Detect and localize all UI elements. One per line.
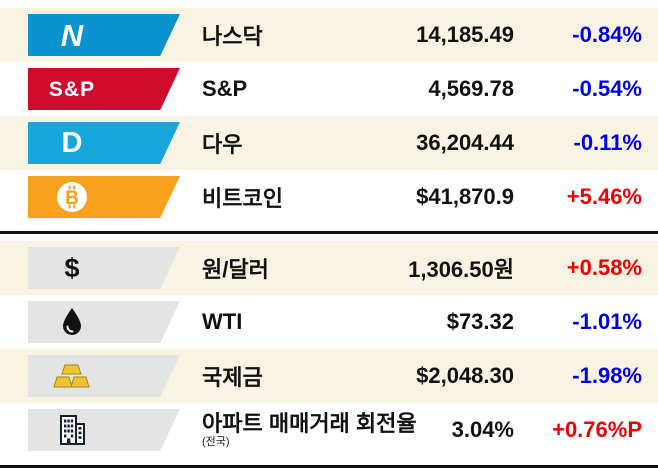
- dollar-icon: $: [64, 252, 80, 283]
- market-label: WTI: [202, 309, 243, 334]
- market-label: 원/달러: [202, 257, 269, 282]
- market-sublabel: (전국): [202, 435, 230, 448]
- usdkrw-badge: $: [28, 247, 180, 289]
- market-change: +0.76%P: [552, 417, 642, 442]
- bitcoin-badge: B: [28, 176, 180, 218]
- market-value: $2,048.30: [416, 363, 514, 388]
- market-row-bitcoin: B 비트코인 $41,870.9 +5.46%: [0, 170, 658, 224]
- nasdaq-icon: N: [60, 17, 84, 53]
- market-change: -0.11%: [573, 130, 643, 155]
- market-change: -0.54%: [572, 76, 642, 101]
- market-row-gold: 국제금 $2,048.30 -1.98%: [0, 349, 658, 403]
- market-label: 비트코인: [202, 186, 283, 211]
- gold-bars-icon: [44, 363, 100, 389]
- market-value: 1,306.50원: [408, 257, 514, 282]
- wti-badge: [28, 301, 180, 343]
- market-label: 국제금: [202, 365, 263, 390]
- market-row-sp500: S&P S&P 4,569.78 -0.54%: [0, 62, 658, 116]
- dow-badge: D: [28, 122, 180, 164]
- apartment-badge: [28, 409, 180, 451]
- bottom-border-line: [0, 465, 658, 468]
- gold-badge: [28, 355, 180, 397]
- section-divider: [0, 231, 658, 234]
- market-label: 나스닥: [202, 24, 263, 49]
- market-change: -1.01%: [572, 309, 642, 334]
- market-value: 14,185.49: [416, 22, 514, 47]
- market-value: 3.04%: [451, 417, 514, 442]
- oil-drop-icon: [44, 307, 100, 337]
- market-row-dow: D 다우 36,204.44 -0.11%: [0, 116, 658, 170]
- sp500-icon: S&P: [48, 77, 96, 101]
- market-change: -1.98%: [572, 363, 642, 388]
- market-row-nasdaq: N 나스닥 14,185.49 -0.84%: [0, 8, 658, 62]
- market-label: S&P: [202, 76, 248, 101]
- market-label: 아파트 매매거래 회전율: [202, 411, 417, 437]
- market-value: $41,870.9: [416, 184, 514, 209]
- market-change: +0.58%: [566, 255, 642, 280]
- building-icon: [44, 414, 100, 446]
- market-row-wti: WTI $73.32 -1.01%: [0, 295, 658, 349]
- market-row-usdkrw: $ 원/달러 1,306.50원 +0.58%: [0, 241, 658, 295]
- market-row-apartment: 아파트 매매거래 회전율 (전국) 3.04% +0.76%P: [0, 403, 658, 457]
- market-change: +5.46%: [566, 184, 642, 209]
- market-label-group: 아파트 매매거래 회전율 (전국): [202, 412, 452, 447]
- svg-text:B: B: [65, 188, 79, 209]
- dow-icon: D: [61, 126, 83, 159]
- nasdaq-badge: N: [28, 14, 180, 56]
- bitcoin-icon: B: [44, 180, 100, 214]
- market-change: -0.84%: [572, 22, 642, 47]
- sp500-badge: S&P: [28, 68, 180, 110]
- market-value: 36,204.44: [416, 130, 514, 155]
- market-value: $73.32: [446, 309, 514, 334]
- market-label: 다우: [202, 132, 243, 157]
- market-value: 4,569.78: [428, 76, 514, 101]
